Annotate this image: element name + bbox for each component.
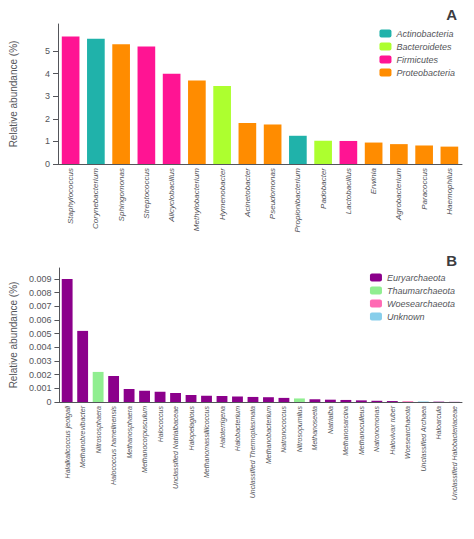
svg-text:Halalkalicoccus jeotgali: Halalkalicoccus jeotgali [64,406,72,479]
svg-text:0.002: 0.002 [29,370,52,380]
svg-text:Unknown: Unknown [387,312,425,322]
svg-text:Haloarcula: Haloarcula [435,406,442,440]
svg-text:0: 0 [45,159,50,169]
svg-text:Paracoccus: Paracoccus [420,168,429,210]
svg-text:Alicyclobacillus: Alicyclobacillus [167,168,176,223]
svg-text:Methanosphaera: Methanosphaera [126,406,134,459]
svg-text:Methanocorpusculum: Methanocorpusculum [141,406,149,473]
svg-text:1: 1 [45,136,50,146]
svg-text:0.006: 0.006 [29,315,52,325]
svg-text:Methanosarcina: Methanosarcina [342,406,349,456]
svg-text:Unclassified Thermoplasmata: Unclassified Thermoplasmata [249,406,257,498]
svg-text:Woesearchaeota: Woesearchaeota [404,406,411,459]
svg-text:Woesearchaeota: Woesearchaeota [387,299,455,309]
svg-text:Proteobacteria: Proteobacteria [396,68,455,78]
svg-text:Euryarchaeota: Euryarchaeota [387,273,446,283]
svg-text:Haloterrigena: Haloterrigena [219,406,227,448]
svg-text:0.005: 0.005 [29,329,52,339]
svg-text:Pseudomonas: Pseudomonas [268,168,277,219]
svg-text:Natrialba: Natrialba [327,406,334,434]
svg-text:Unclassified Natrialbaceae: Unclassified Natrialbaceae [172,406,179,489]
svg-text:Halobacterium: Halobacterium [234,406,241,451]
svg-text:Sphingomonas: Sphingomonas [117,168,126,221]
svg-text:Methanomassiliicoccus: Methanomassiliicoccus [203,406,210,478]
svg-text:2: 2 [45,114,50,124]
svg-text:Corynebacterium: Corynebacterium [91,168,100,229]
svg-text:Unclassified Halobacteriaceae: Unclassified Halobacteriaceae [451,406,458,500]
svg-text:5: 5 [45,46,50,56]
svg-text:Methanoseeta: Methanoseeta [311,406,318,450]
svg-text:Relative abundance (%): Relative abundance (%) [8,282,19,389]
svg-text:0.004: 0.004 [29,342,52,352]
svg-text:Nitrosopumilus: Nitrosopumilus [296,406,304,453]
svg-text:Halococcus hamelinensis: Halococcus hamelinensis [110,406,117,485]
svg-text:Halovivax ruber: Halovivax ruber [389,405,396,454]
svg-text:Propionibacterium: Propionibacterium [293,168,302,233]
svg-text:0.001: 0.001 [29,383,52,393]
svg-text:0.009: 0.009 [29,274,52,284]
svg-text:4: 4 [45,69,50,79]
svg-text:Unclassified Archaea: Unclassified Archaea [420,406,427,472]
svg-text:Haemophilus: Haemophilus [445,168,454,215]
svg-text:Methanobrevibacter: Methanobrevibacter [79,405,86,468]
svg-text:Natronomonas: Natronomonas [373,406,380,452]
svg-text:Streptococcus: Streptococcus [142,168,151,219]
svg-text:Relative abundance (%): Relative abundance (%) [8,41,19,148]
svg-text:Padobacter: Padobacter [319,168,328,209]
svg-text:Lactobacillus: Lactobacillus [344,168,353,214]
svg-text:A: A [446,6,457,23]
svg-text:Thaumarchaeota: Thaumarchaeota [387,286,455,296]
svg-text:Staphylococcus: Staphylococcus [66,168,75,224]
svg-text:Halococcus: Halococcus [157,406,164,443]
svg-text:Actinobacteria: Actinobacteria [395,29,453,39]
svg-text:0.008: 0.008 [29,288,52,298]
svg-text:Erwinia: Erwinia [369,167,378,194]
svg-text:0.007: 0.007 [29,301,52,311]
svg-text:Bacteroidetes: Bacteroidetes [396,42,452,52]
svg-text:3: 3 [45,91,50,101]
svg-text:B: B [446,252,457,269]
svg-text:Methanoculleus: Methanoculleus [358,406,365,456]
svg-text:Firmicutes: Firmicutes [396,55,438,65]
svg-text:Agrobacterium: Agrobacterium [394,168,403,221]
svg-text:Hymenobacter: Hymenobacter [218,168,227,220]
svg-text:Halopelagious: Halopelagious [188,406,196,451]
svg-text:Methanobacterium: Methanobacterium [265,406,272,464]
svg-text:Acinetobacter: Acinetobacter [243,168,252,218]
svg-text:Nitrososphaera: Nitrososphaera [95,406,103,454]
svg-text:Natronococcus: Natronococcus [280,406,287,453]
svg-text:0: 0 [46,397,51,407]
svg-text:0.003: 0.003 [29,356,52,366]
svg-text:Methylobacterium: Methylobacterium [192,168,201,231]
